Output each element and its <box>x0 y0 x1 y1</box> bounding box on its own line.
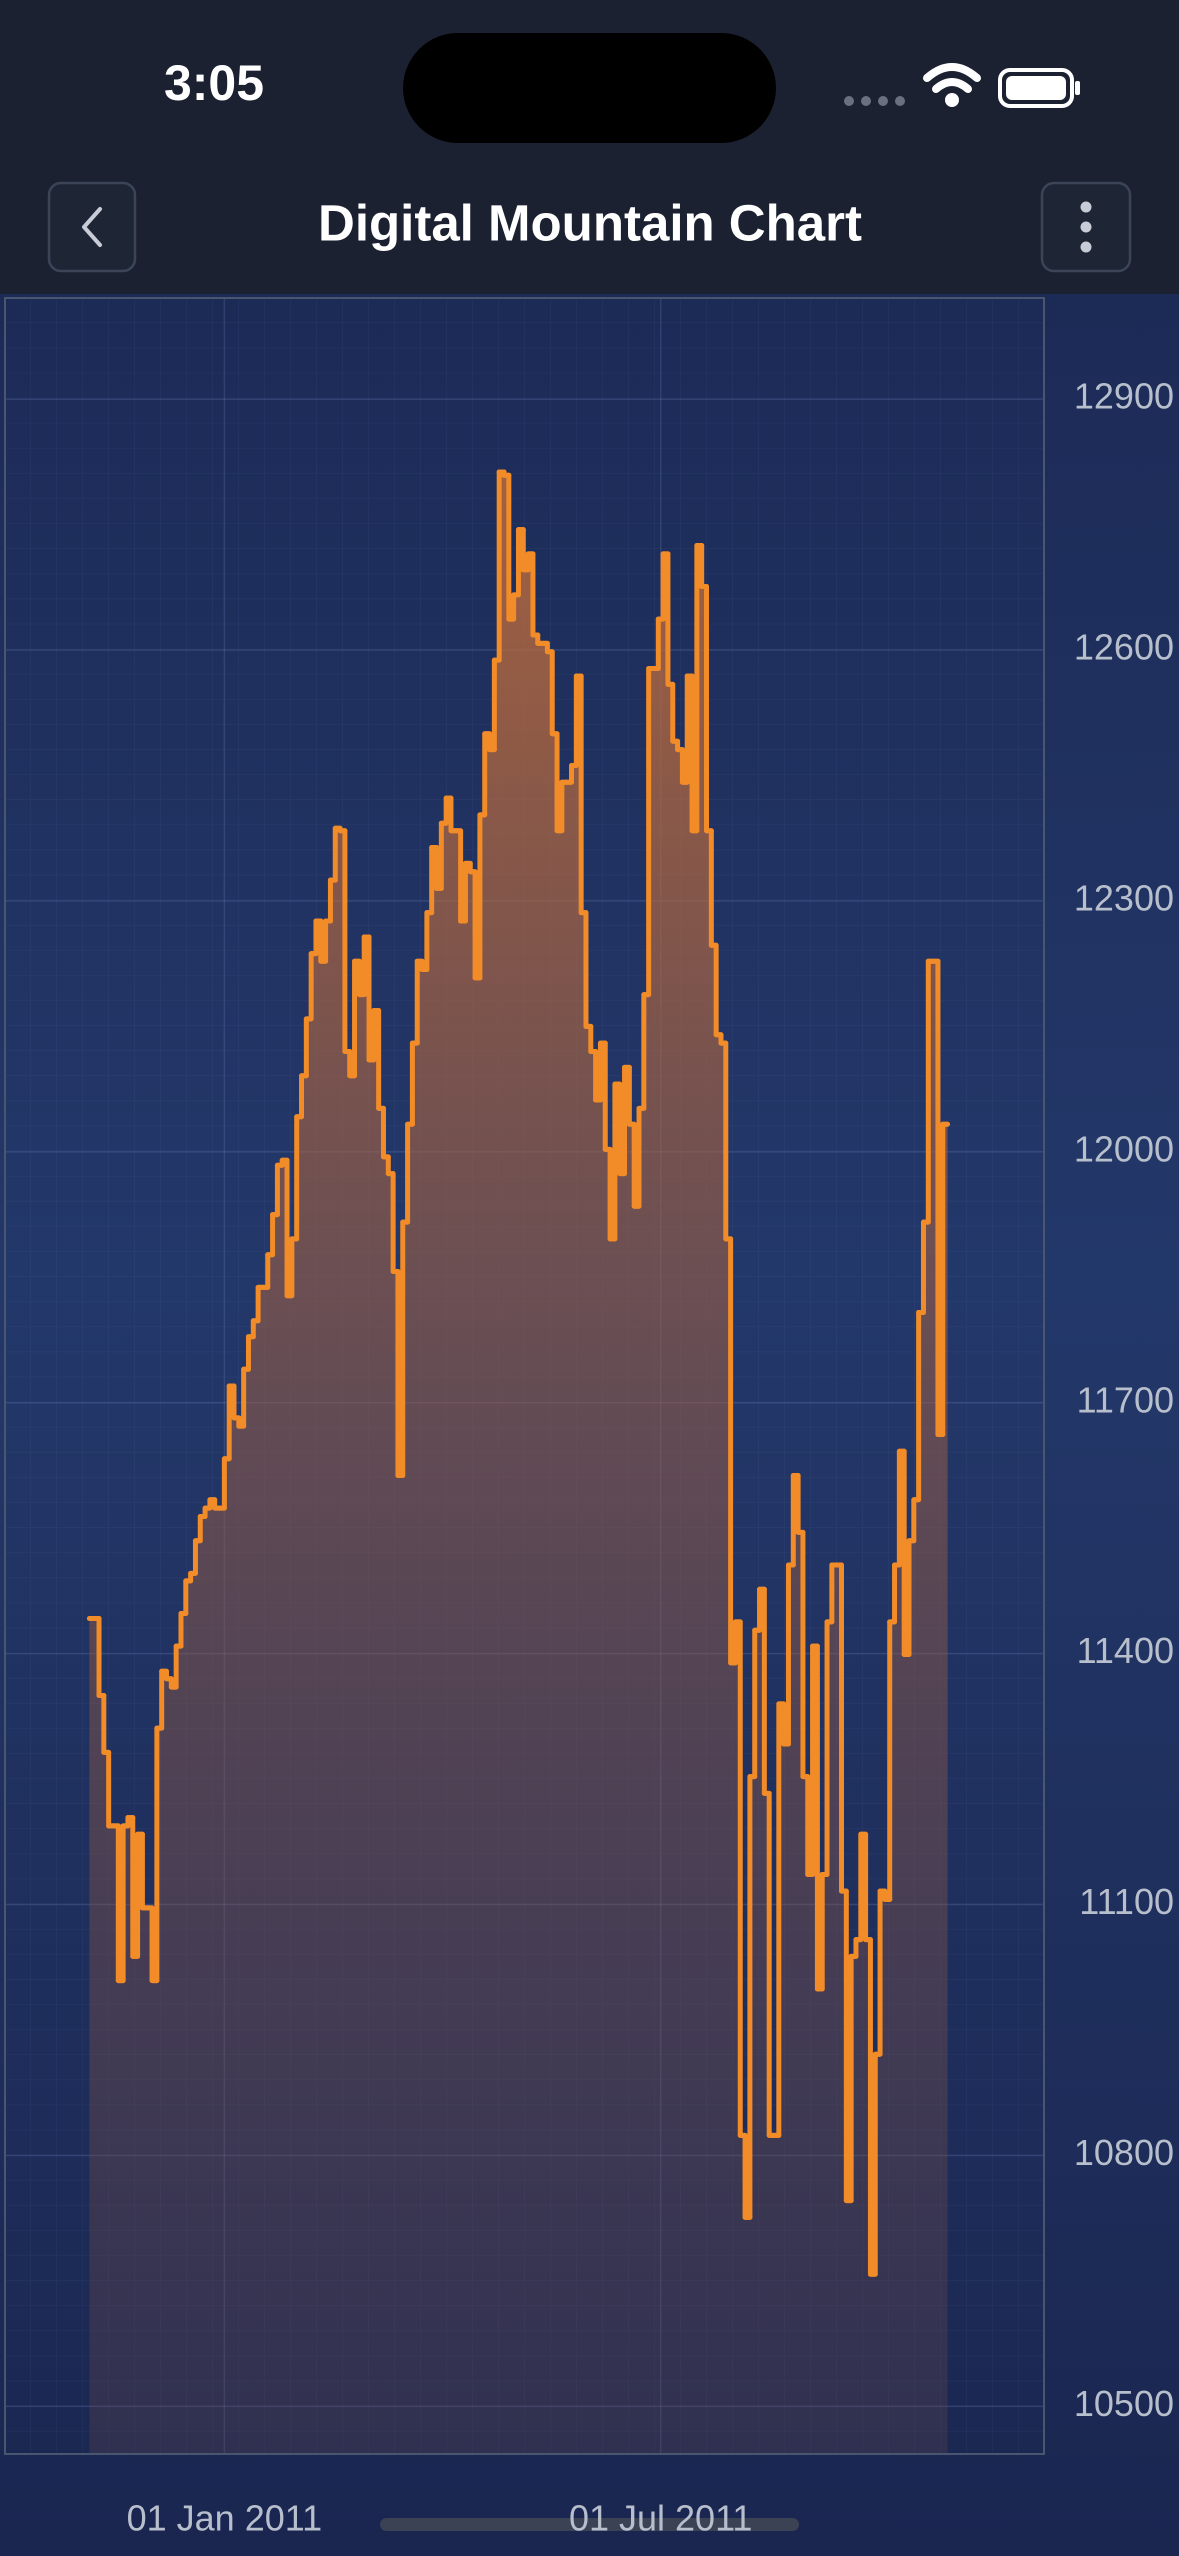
y-tick-label: 12900 <box>1074 376 1174 417</box>
page-title: Digital Mountain Chart <box>318 194 862 251</box>
home-indicator <box>380 2518 799 2531</box>
status-time: 3:05 <box>164 55 264 111</box>
menu-button[interactable] <box>1040 181 1132 273</box>
y-tick-label: 11400 <box>1077 1630 1174 1671</box>
x-tick-label: 01 Jan 2011 <box>127 2498 323 2539</box>
dynamic-island <box>403 33 776 143</box>
plot <box>5 298 1044 2454</box>
back-button[interactable] <box>47 181 137 273</box>
signal-dots <box>844 96 905 106</box>
x-tick-label: 01 Jul 2011 <box>569 2498 752 2539</box>
plot-border <box>4 297 1045 2455</box>
y-tick-label: 10500 <box>1074 2383 1174 2424</box>
y-tick-label: 11700 <box>1077 1379 1174 1420</box>
y-tick-label: 12600 <box>1074 627 1174 668</box>
battery-icon <box>998 68 1080 108</box>
y-tick-label: 12000 <box>1074 1128 1174 1169</box>
y-tick-label: 11100 <box>1079 1881 1174 1922</box>
y-tick-label: 12300 <box>1074 877 1174 918</box>
wifi-icon <box>923 63 981 107</box>
y-tick-label: 10800 <box>1074 2132 1174 2173</box>
area-fill <box>89 471 948 2454</box>
